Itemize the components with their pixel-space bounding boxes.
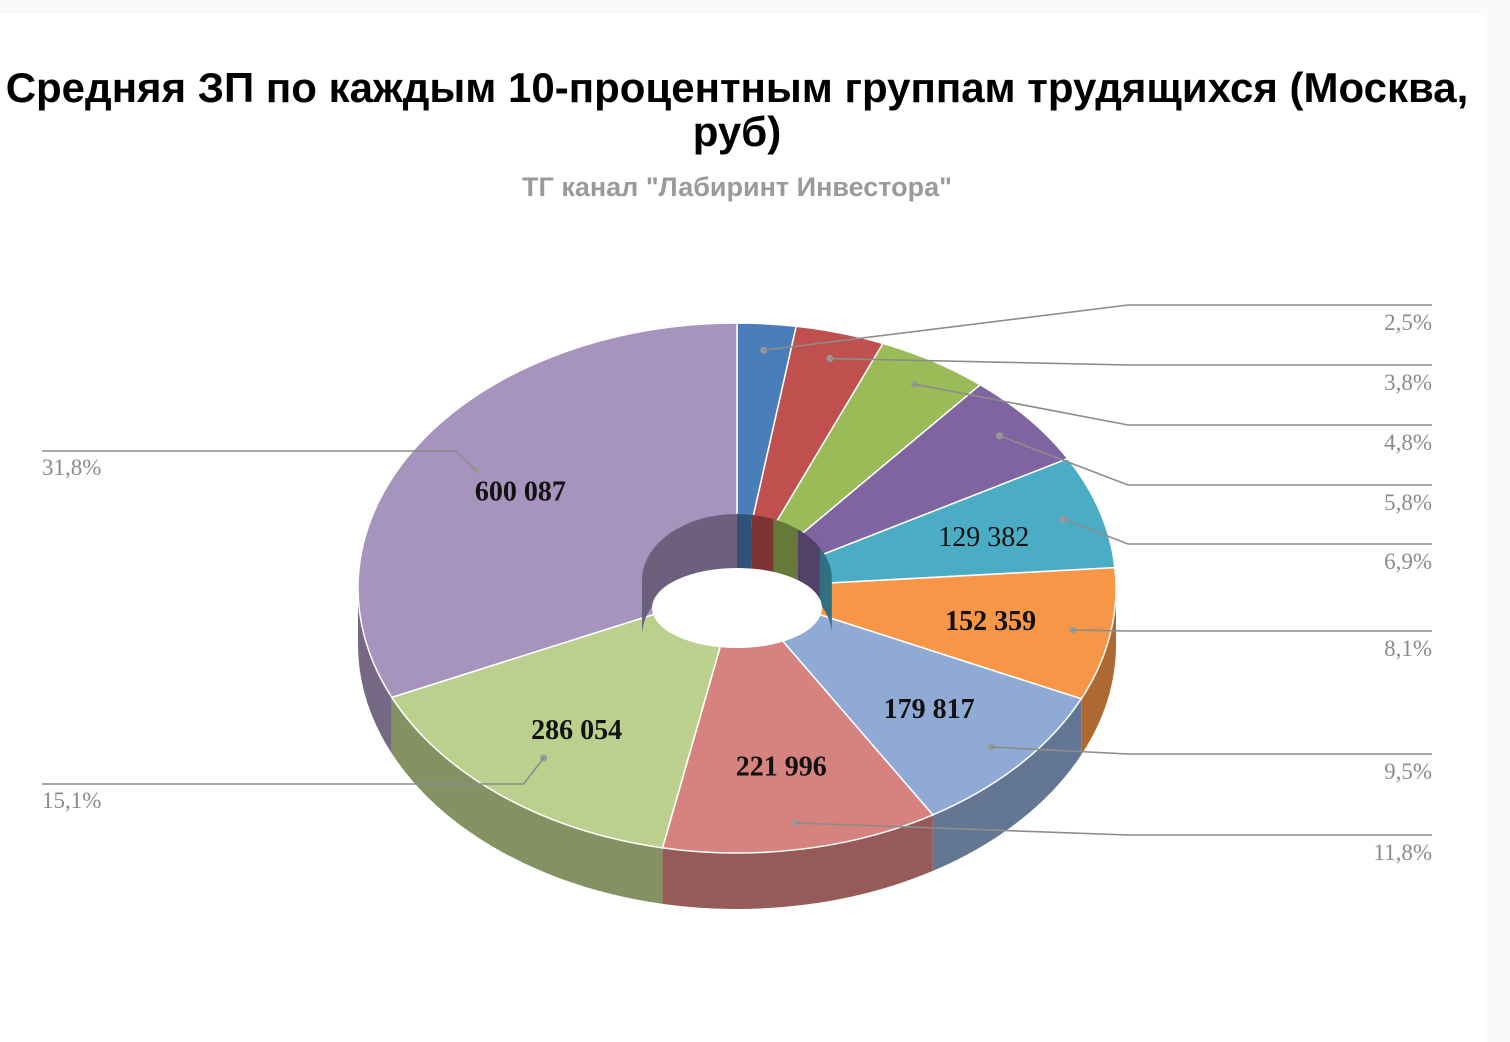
percent-label-5: 6,9% <box>1384 549 1432 574</box>
leader-line-4 <box>999 435 1432 486</box>
chart-value-labels: 129 382 152 359 179 817 221 996 286 054 600 0… <box>475 476 1036 782</box>
leader-line-5 <box>1063 518 1432 545</box>
hole-wall-1-0 <box>737 514 752 571</box>
slice-9 <box>390 586 739 849</box>
percent-label-10: 31,8% <box>42 455 101 480</box>
percent-label-7: 9,5% <box>1384 759 1432 784</box>
percent-label-8: 11,8% <box>1373 840 1432 865</box>
leader-line-7 <box>991 746 1432 755</box>
chart-leader-lines <box>42 304 1432 836</box>
slice-wall-7 <box>932 698 1082 871</box>
leader-line-9 <box>42 757 545 785</box>
slice-4 <box>736 383 1069 589</box>
percent-label-4: 5,8% <box>1384 490 1432 515</box>
slice-wall-10 <box>358 588 392 754</box>
slice-7 <box>734 586 1083 816</box>
chart-slices <box>357 322 1117 854</box>
slice-wall-9 <box>391 697 663 904</box>
chart-percent-labels: 2,5% 3,8% 4,8% 5,8% 6,9% 8,1% 9,5% 11,8% 15,1% 31… <box>42 310 1432 865</box>
hole-opening <box>652 568 822 648</box>
hole-wall-2-0 <box>751 514 774 576</box>
leader-line-1 <box>763 304 1432 352</box>
value-label-10: 600 087 <box>475 476 566 507</box>
percent-label-1: 2,5% <box>1384 310 1432 335</box>
leader-line-2 <box>829 357 1432 366</box>
slice-wall-8 <box>662 814 933 909</box>
value-label-6: 152 359 <box>945 606 1036 637</box>
chart-title: Средняя ЗП по каждым 10-процентным групп… <box>5 64 1469 155</box>
percent-label-3: 4,8% <box>1384 430 1432 455</box>
value-label-9: 286 054 <box>531 715 622 746</box>
value-label-7: 179 817 <box>884 694 975 725</box>
value-label-8: 221 996 <box>736 752 827 783</box>
leader-line-3 <box>914 383 1432 426</box>
slice-wall-6 <box>1081 588 1116 755</box>
hole-wall-5-0 <box>819 547 832 631</box>
chart-depth-walls <box>358 588 1116 909</box>
chart-subtitle: ТГ канал "Лабиринт Инвестора" <box>522 172 952 202</box>
value-label-5: 129 382 <box>938 522 1029 553</box>
slice-8 <box>661 586 935 854</box>
leader-line-8 <box>795 822 1432 836</box>
doughnut-hole <box>642 514 832 648</box>
hole-wall-3-0 <box>773 519 798 586</box>
percent-label-2: 3,8% <box>1384 370 1432 395</box>
leader-line-6 <box>1072 629 1432 632</box>
percent-label-6: 8,1% <box>1384 636 1432 661</box>
leader-line-10 <box>42 450 477 471</box>
percent-label-9: 15,1% <box>42 788 101 813</box>
